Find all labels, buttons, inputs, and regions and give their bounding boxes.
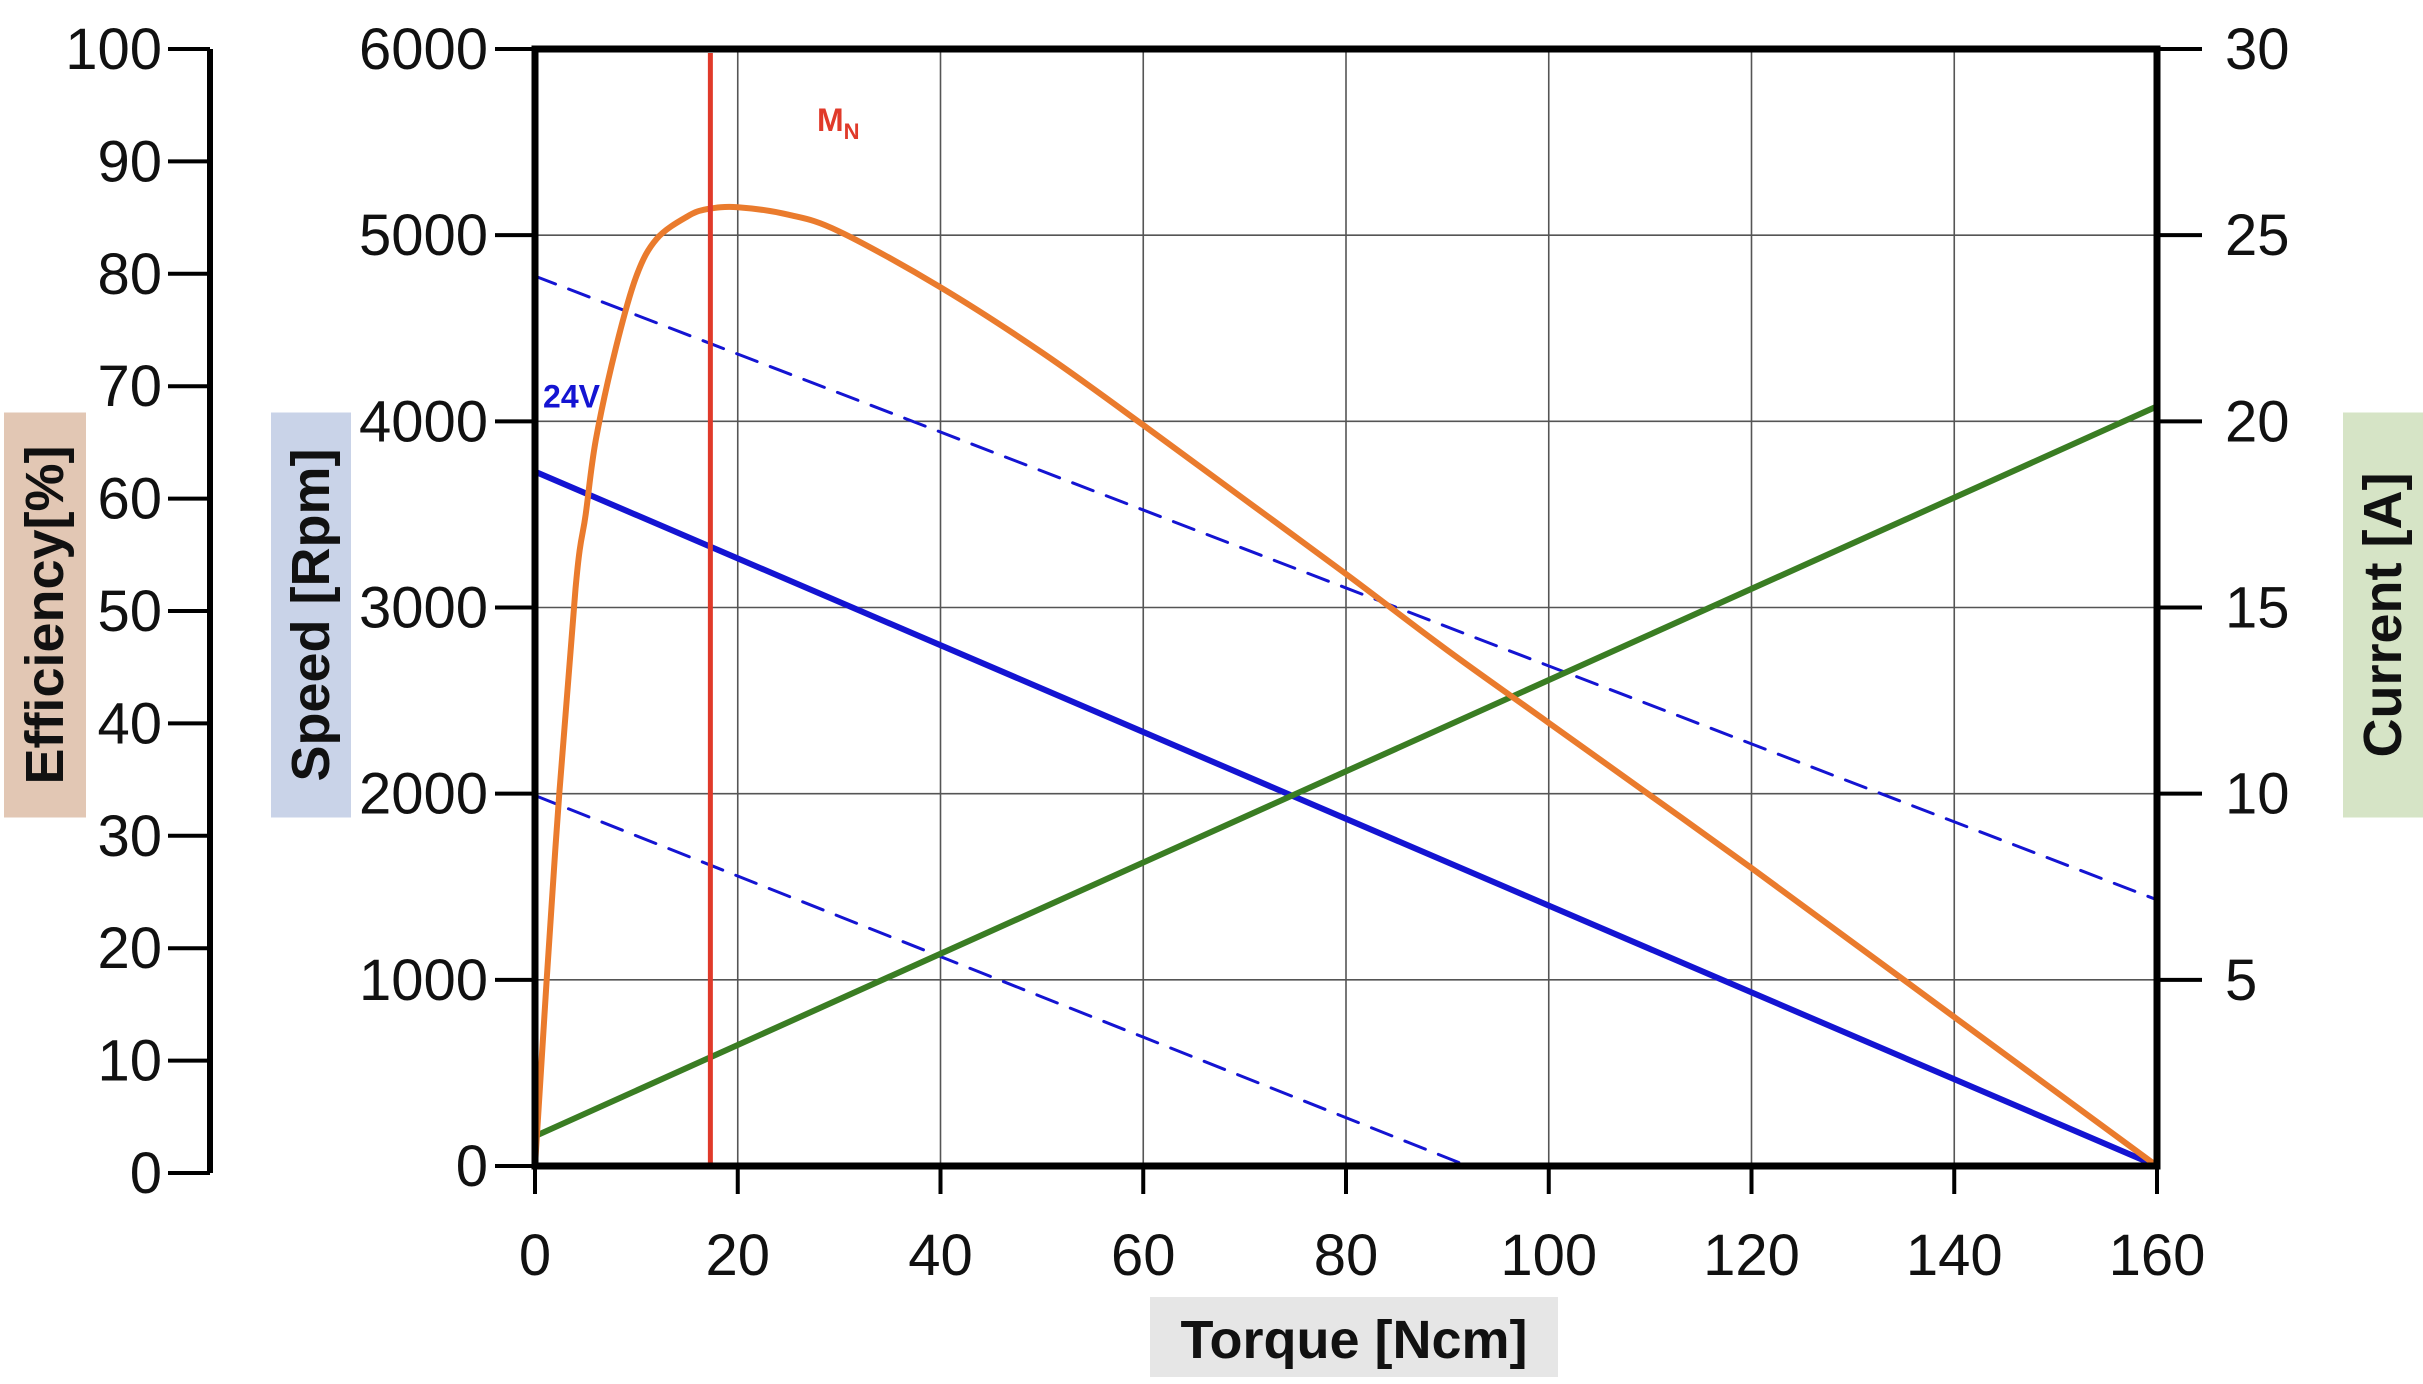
x-tick-label: 0 — [519, 1223, 551, 1288]
efficiency-tick-label: 80 — [97, 242, 162, 307]
efficiency-tick-label: 30 — [97, 804, 162, 869]
series-line-3 — [533, 794, 1470, 1168]
speed-tick-label: 3000 — [359, 576, 488, 641]
rated-torque-label: MN — [817, 102, 860, 144]
efficiency-tick-label: 70 — [97, 354, 162, 419]
series-line-5 — [532, 203, 2160, 1169]
x-axis-title: Torque [Ncm] — [1181, 1310, 1528, 1370]
voltage-annotation: 24V — [543, 378, 601, 414]
x-tick-label: 100 — [1500, 1223, 1597, 1288]
speed-axis-title-bg — [271, 412, 351, 818]
speed-axis-title: Speed [Rpm] — [281, 448, 341, 781]
efficiency-tick-label: 0 — [130, 1141, 162, 1206]
speed-tick-label: 5000 — [359, 203, 488, 268]
x-tick-label: 160 — [2109, 1223, 2206, 1288]
efficiency-axis-title-bg — [4, 412, 86, 818]
efficiency-tick-label: 20 — [97, 916, 162, 981]
series-line-1 — [532, 468, 2160, 1169]
x-tick-label: 80 — [1314, 1223, 1379, 1288]
current-tick-label: 20 — [2225, 389, 2290, 454]
current-tick-label: 5 — [2225, 948, 2257, 1013]
speed-tick-label: 6000 — [359, 17, 488, 82]
efficiency-tick-label: 100 — [65, 17, 162, 82]
x-tick-label: 120 — [1703, 1223, 1800, 1288]
efficiency-tick-label: 90 — [97, 129, 162, 194]
x-axis-title-bg — [1150, 1297, 1558, 1377]
current-tick-label: 25 — [2225, 203, 2290, 268]
speed-tick-label: 2000 — [359, 762, 488, 827]
x-tick-label: 20 — [705, 1223, 770, 1288]
efficiency-tick-label: 60 — [97, 467, 162, 532]
current-axis-title: Current [A] — [2353, 473, 2413, 758]
x-tick-label: 40 — [908, 1223, 973, 1288]
speed-tick-label: 0 — [456, 1134, 488, 1199]
current-axis-title-bg — [2343, 412, 2423, 818]
current-tick-label: 30 — [2225, 17, 2290, 82]
series-line-4 — [532, 403, 2160, 1140]
x-tick-label: 60 — [1111, 1223, 1176, 1288]
current-tick-label: 15 — [2225, 576, 2290, 641]
speed-tick-label: 1000 — [359, 948, 488, 1013]
efficiency-tick-label: 10 — [97, 1029, 162, 1094]
speed-tick-label: 4000 — [359, 389, 488, 454]
efficiency-tick-label: 40 — [97, 691, 162, 756]
series-line-2 — [533, 274, 2159, 902]
x-tick-label: 140 — [1906, 1223, 2003, 1288]
efficiency-axis-title: Efficiency[%] — [15, 445, 75, 784]
efficiency-tick-label: 50 — [97, 579, 162, 644]
current-tick-label: 10 — [2225, 762, 2290, 827]
